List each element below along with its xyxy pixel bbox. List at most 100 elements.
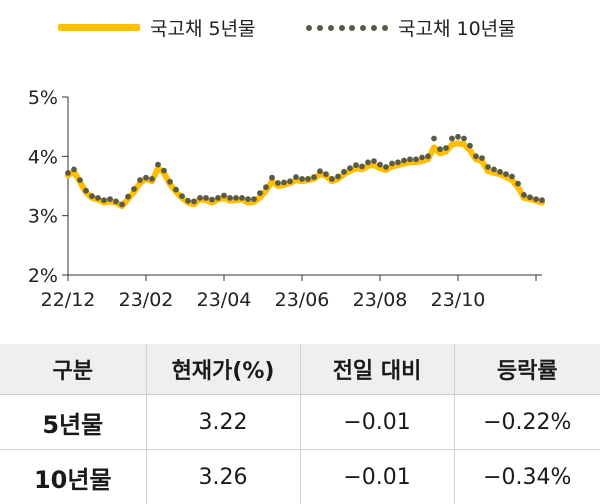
- series-point-10y: [143, 174, 149, 181]
- legend-label-10y: 국고채 10년물: [398, 18, 516, 40]
- series-point-10y: [329, 176, 335, 182]
- series-point-10y: [275, 180, 281, 186]
- cell-change-rate: −0.22%: [454, 394, 600, 450]
- series-point-10y: [485, 164, 491, 170]
- header-change-rate: 등락률: [454, 344, 600, 395]
- series-point-10y: [431, 135, 437, 142]
- series-point-10y: [215, 195, 221, 201]
- legend-label-5y: 국고채 5년물: [150, 18, 256, 40]
- series-point-10y: [467, 142, 473, 149]
- series-point-10y: [185, 197, 191, 204]
- series-point-10y: [191, 198, 197, 205]
- cell-prev-day-change: −0.01: [300, 394, 455, 450]
- series-point-10y: [203, 195, 209, 201]
- series-point-10y: [239, 195, 245, 201]
- series-point-10y: [113, 198, 119, 205]
- series-point-10y: [419, 154, 425, 161]
- series-point-10y: [221, 192, 227, 199]
- series-line-5y: [65, 140, 545, 210]
- y-tick-label: 5%: [28, 87, 58, 109]
- legend-swatch-5y: [58, 24, 140, 31]
- series-point-10y: [383, 164, 389, 170]
- series-point-10y: [491, 166, 497, 173]
- series-point-10y: [95, 195, 101, 201]
- header-prev-day-change: 전일 대비: [300, 344, 455, 395]
- chart-legend: 국고채 5년물 국고채 10년물: [0, 0, 600, 60]
- series-point-10y: [101, 197, 107, 204]
- series-point-10y: [287, 178, 293, 185]
- table-header-row: 구분 현재가(%) 전일 대비 등락률: [0, 344, 600, 395]
- series-point-10y: [257, 190, 263, 197]
- legend-item-5y: 국고채 5년물: [58, 14, 256, 41]
- series-point-10y: [425, 153, 431, 160]
- series-point-10y: [173, 186, 179, 193]
- series-point-10y: [437, 146, 443, 153]
- series-point-10y: [365, 159, 371, 166]
- series-point-10y: [227, 195, 233, 201]
- series-point-10y: [155, 161, 161, 168]
- series-point-10y: [407, 156, 413, 163]
- series-point-10y: [539, 197, 545, 204]
- series-point-10y: [509, 173, 515, 180]
- series-point-10y: [401, 157, 407, 164]
- y-tick-label: 3%: [28, 206, 58, 228]
- series-point-10y: [311, 174, 317, 180]
- series-5y: [65, 140, 545, 210]
- series-point-10y: [179, 193, 185, 200]
- series-point-10y: [77, 177, 83, 183]
- y-axis: 2% 3% 4% 5%: [28, 87, 69, 287]
- legend-swatch-10y: [306, 24, 388, 32]
- cell-prev-day-change: −0.01: [300, 449, 455, 504]
- series-point-10y: [107, 196, 113, 203]
- series-point-10y: [449, 135, 455, 142]
- series-point-10y: [527, 194, 533, 201]
- series-point-10y: [89, 193, 95, 200]
- series-point-10y: [83, 187, 89, 194]
- series-point-10y: [359, 163, 365, 170]
- series-point-10y: [473, 153, 479, 160]
- series-point-10y: [395, 159, 401, 166]
- series-point-10y: [413, 156, 419, 163]
- series-point-10y: [341, 168, 347, 175]
- y-tick-label: 2%: [28, 265, 58, 287]
- cell-current-price: 3.26: [146, 449, 301, 504]
- series-point-10y: [347, 165, 353, 172]
- series-point-10y: [323, 171, 329, 177]
- yield-line-chart: 2% 3% 4% 5% 22/12 23/02 23/04 23/06 23/08 23/10: [28, 87, 545, 311]
- x-tick-label: 23/08: [353, 289, 408, 311]
- series-point-10y: [389, 160, 395, 167]
- series-point-10y: [245, 196, 251, 203]
- series-point-10y: [371, 158, 377, 164]
- table-row: 10년물 3.26 −0.01 −0.34%: [0, 449, 600, 504]
- header-category: 구분: [0, 344, 147, 395]
- x-axis: 22/12 23/02 23/04 23/06 23/08 23/10: [41, 274, 542, 311]
- series-point-10y: [377, 161, 383, 168]
- series-point-10y: [209, 196, 215, 203]
- series-point-10y: [335, 173, 341, 180]
- series-point-10y: [263, 184, 269, 191]
- series-point-10y: [503, 171, 509, 177]
- series-point-10y: [167, 178, 173, 185]
- x-tick-label: 23/06: [275, 289, 330, 311]
- series-point-10y: [125, 193, 131, 200]
- series-point-10y: [71, 166, 77, 173]
- cell-change-rate: −0.34%: [454, 449, 600, 504]
- series-point-10y: [293, 174, 299, 180]
- x-tick-label: 22/12: [41, 289, 96, 311]
- series-point-10y: [443, 145, 449, 151]
- series-point-10y: [461, 135, 467, 142]
- series-point-10y: [233, 195, 239, 201]
- row-label-10y: 10년물: [0, 449, 147, 504]
- series-point-10y: [281, 179, 287, 186]
- series-10y: [65, 133, 545, 208]
- yield-summary-table: 구분 현재가(%) 전일 대비 등락률 5년물 3.22 −0.01 −0.22…: [0, 344, 600, 504]
- series-point-10y: [251, 196, 257, 203]
- legend-item-10y: 국고채 10년물: [306, 14, 516, 41]
- x-tick-label: 23/02: [119, 289, 174, 311]
- series-point-10y: [305, 176, 311, 182]
- x-tick-label: 23/04: [197, 289, 252, 311]
- series-point-10y: [131, 186, 137, 192]
- cell-current-price: 3.22: [146, 394, 301, 450]
- series-point-10y: [119, 201, 125, 208]
- series-point-10y: [455, 133, 461, 140]
